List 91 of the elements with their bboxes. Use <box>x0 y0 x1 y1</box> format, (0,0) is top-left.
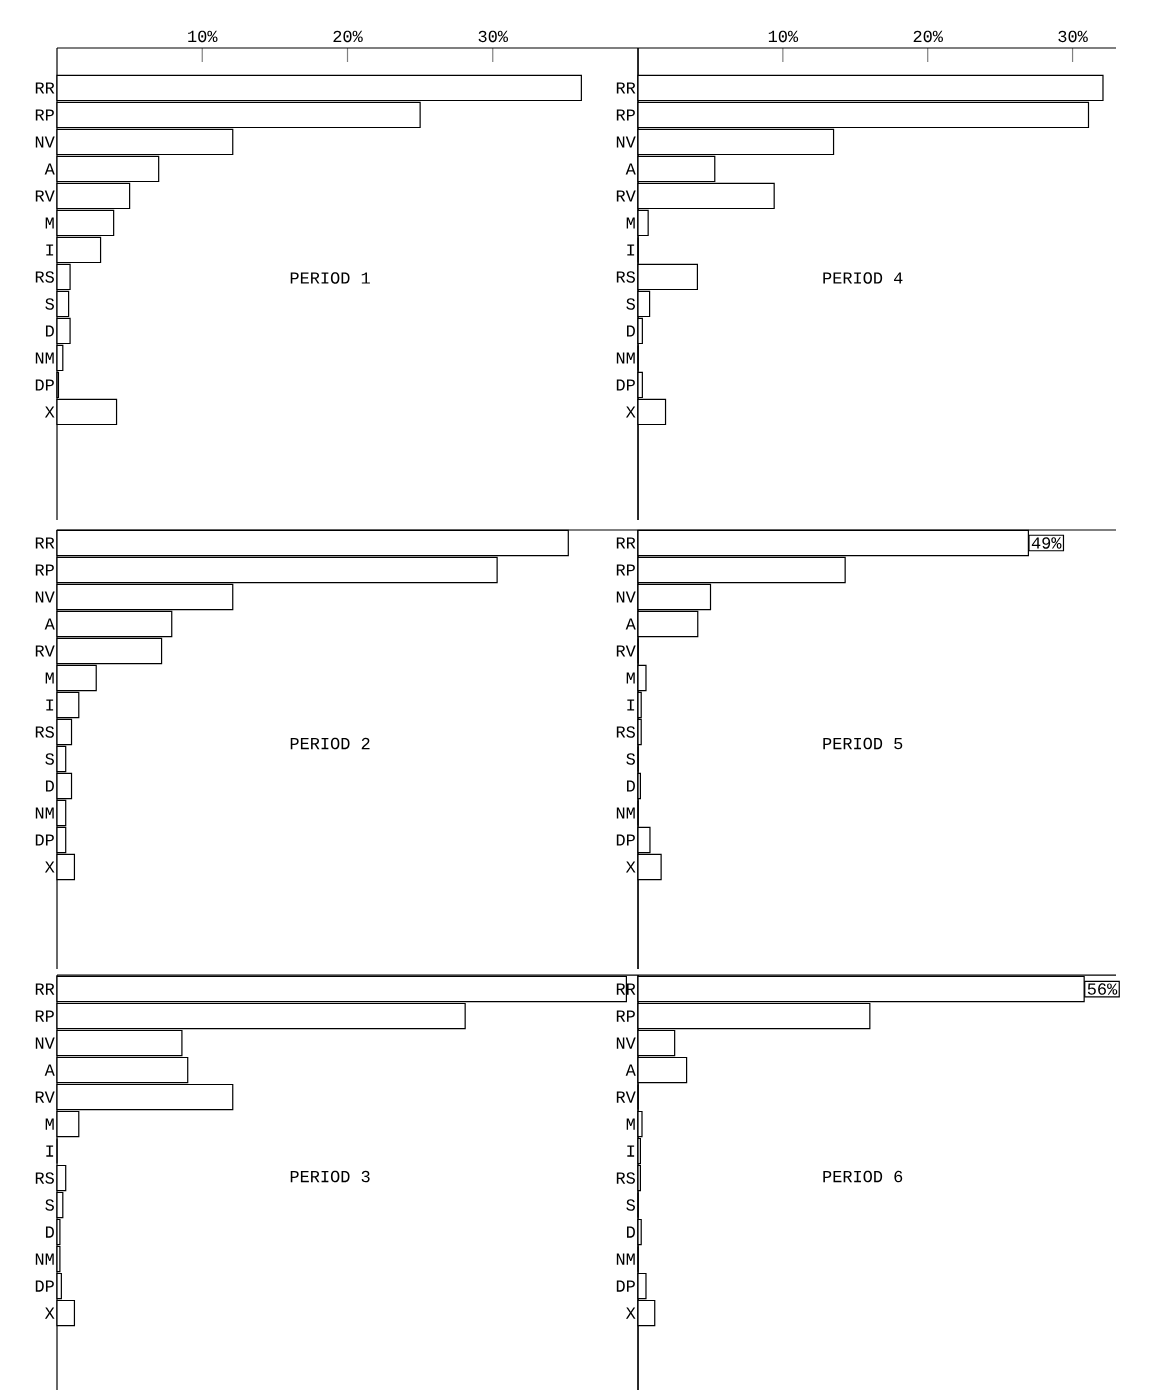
y-tick-label: DP <box>35 379 54 391</box>
y-tick-label: A <box>625 618 636 630</box>
y-tick-label: D <box>626 780 635 792</box>
y-tick-label: RV <box>616 190 636 202</box>
y-tick-label: RS <box>616 726 635 738</box>
y-tick-label: A <box>44 1064 55 1076</box>
data-label: 56% <box>1087 983 1118 995</box>
y-tick-label: RP <box>35 564 54 576</box>
y-tick-label: S <box>626 298 635 310</box>
y-tick-label: D <box>45 780 54 792</box>
y-tick-label: RR <box>35 983 55 995</box>
x-tick-label: 10% <box>768 30 799 43</box>
text: PERIOD 3 <box>290 1170 370 1183</box>
y-tick-label: RP <box>35 1010 54 1022</box>
y-tick-label: NM <box>616 1253 635 1265</box>
y-tick-label: RS <box>35 726 54 738</box>
y-tick-label: S <box>45 298 54 310</box>
y-tick-label: DP <box>35 834 54 846</box>
text: PERIOD 5 <box>823 737 903 750</box>
y-tick-label: RP <box>616 1010 635 1022</box>
y-tick-label: NV <box>616 591 636 603</box>
y-tick-label: M <box>626 217 635 229</box>
y-tick-label: X <box>625 861 636 873</box>
y-tick-label: DP <box>616 834 635 846</box>
y-tick-label: I <box>46 699 54 711</box>
y-tick-label: A <box>625 1064 636 1076</box>
data-label: 49% <box>1031 537 1062 549</box>
y-tick-label: DP <box>35 1280 54 1292</box>
y-tick-label: RP <box>35 109 54 121</box>
y-tick-label: NV <box>35 1037 55 1049</box>
y-tick-label: S <box>45 753 54 765</box>
y-tick-label: DP <box>616 1280 635 1292</box>
y-tick-label: D <box>45 325 54 337</box>
y-tick-label: D <box>626 1226 635 1238</box>
y-tick-label: D <box>626 325 635 337</box>
y-tick-label: NM <box>35 352 54 364</box>
y-tick-label: RV <box>35 1091 55 1103</box>
y-tick-label: X <box>625 406 636 418</box>
y-tick-label: RR <box>616 82 636 94</box>
y-tick-label: NV <box>35 591 55 603</box>
y-tick-label: X <box>44 861 55 873</box>
y-tick-label: M <box>45 1118 54 1130</box>
y-tick-label: S <box>45 1199 54 1211</box>
y-tick-label: NM <box>616 807 635 819</box>
y-tick-label: RP <box>616 564 635 576</box>
y-tick-label: RR <box>35 82 55 94</box>
y-tick-label: NM <box>616 352 635 364</box>
y-tick-label: D <box>45 1226 54 1238</box>
text: PERIOD 1 <box>290 272 370 284</box>
y-tick-label: I <box>627 244 635 256</box>
y-tick-label: RV <box>616 645 636 657</box>
y-tick-label: NM <box>35 1253 54 1265</box>
y-tick-label: I <box>627 699 635 711</box>
y-tick-label: NM <box>35 807 54 819</box>
y-tick-label: M <box>626 672 635 684</box>
y-tick-label: NV <box>616 1037 636 1049</box>
y-tick-label: RV <box>35 190 55 202</box>
y-tick-label: X <box>44 1307 55 1319</box>
y-tick-label: M <box>45 672 54 684</box>
text: PERIOD 2 <box>290 737 370 750</box>
y-tick-label: RS <box>616 1172 635 1184</box>
y-tick-label: RV <box>35 645 55 657</box>
y-tick-label: S <box>626 1199 635 1211</box>
text: PERIOD 6 <box>823 1170 903 1183</box>
y-tick-label: M <box>45 217 54 229</box>
x-tick-label: 20% <box>333 30 363 43</box>
y-tick-label: NV <box>35 136 55 148</box>
y-tick-label: RS <box>35 1172 54 1184</box>
y-tick-label: S <box>626 753 635 765</box>
y-tick-label: NV <box>616 136 636 148</box>
y-tick-label: A <box>44 163 55 175</box>
y-tick-label: RR <box>35 537 55 549</box>
text: PERIOD 4 <box>823 272 903 284</box>
x-tick-label: 10% <box>188 30 218 43</box>
y-tick-label: RP <box>616 109 635 121</box>
y-tick-label: I <box>627 1145 635 1157</box>
y-tick-label: I <box>46 244 54 256</box>
x-tick-label: 30% <box>478 30 509 43</box>
y-tick-label: DP <box>616 379 635 391</box>
y-tick-label: X <box>44 406 55 418</box>
y-tick-label: RR <box>616 537 636 549</box>
y-tick-label: A <box>44 618 55 630</box>
y-tick-label: RS <box>35 271 54 283</box>
y-tick-label: RV <box>616 1091 636 1103</box>
y-tick-label: A <box>625 163 636 175</box>
y-tick-label: I <box>46 1145 54 1157</box>
y-tick-label: RS <box>616 271 635 283</box>
x-tick-label: 30% <box>1058 30 1088 43</box>
y-tick-label: X <box>625 1307 636 1319</box>
x-tick-label: 20% <box>913 30 943 43</box>
y-tick-label: M <box>626 1118 635 1130</box>
